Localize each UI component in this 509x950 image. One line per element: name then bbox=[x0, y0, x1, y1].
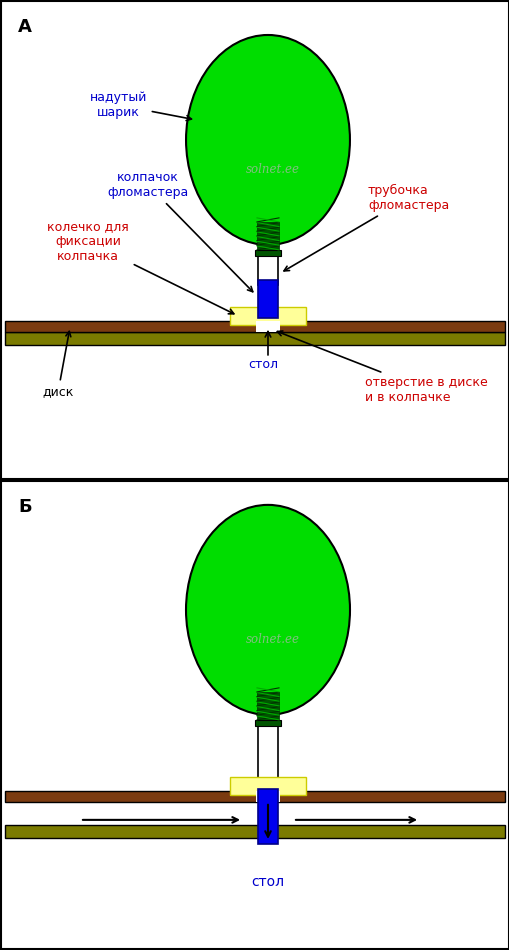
Bar bbox=[5, 825, 504, 838]
Text: А: А bbox=[18, 18, 32, 36]
Bar bbox=[256, 790, 279, 802]
Text: диск: диск bbox=[42, 332, 74, 398]
Bar bbox=[256, 321, 279, 332]
Ellipse shape bbox=[186, 35, 349, 245]
Text: надутый
шарик: надутый шарик bbox=[89, 91, 191, 121]
Text: solnet.ee: solnet.ee bbox=[245, 634, 299, 646]
Text: трубочка
фломастера: трубочка фломастера bbox=[284, 184, 448, 271]
Ellipse shape bbox=[262, 281, 273, 289]
Text: Б: Б bbox=[18, 498, 32, 516]
Bar bbox=[258, 788, 277, 844]
Bar bbox=[258, 256, 277, 285]
Text: solnet.ee: solnet.ee bbox=[245, 163, 299, 177]
Bar bbox=[257, 692, 278, 720]
Bar bbox=[230, 777, 305, 795]
Bar bbox=[5, 332, 504, 345]
Bar bbox=[230, 307, 305, 325]
Bar bbox=[5, 321, 504, 332]
Text: колечко для
фиксации
колпачка: колечко для фиксации колпачка bbox=[47, 220, 234, 314]
Bar bbox=[258, 280, 277, 318]
Text: колпачок
фломастера: колпачок фломастера bbox=[107, 171, 252, 292]
Bar bbox=[254, 720, 280, 726]
Text: стол: стол bbox=[247, 358, 277, 370]
Bar bbox=[258, 726, 277, 786]
Bar bbox=[5, 790, 504, 802]
Bar bbox=[257, 222, 278, 250]
Text: стол: стол bbox=[251, 875, 284, 889]
Text: отверстие в диске
и в колпачке: отверстие в диске и в колпачке bbox=[277, 331, 487, 404]
Ellipse shape bbox=[186, 504, 349, 714]
Bar bbox=[254, 250, 280, 256]
